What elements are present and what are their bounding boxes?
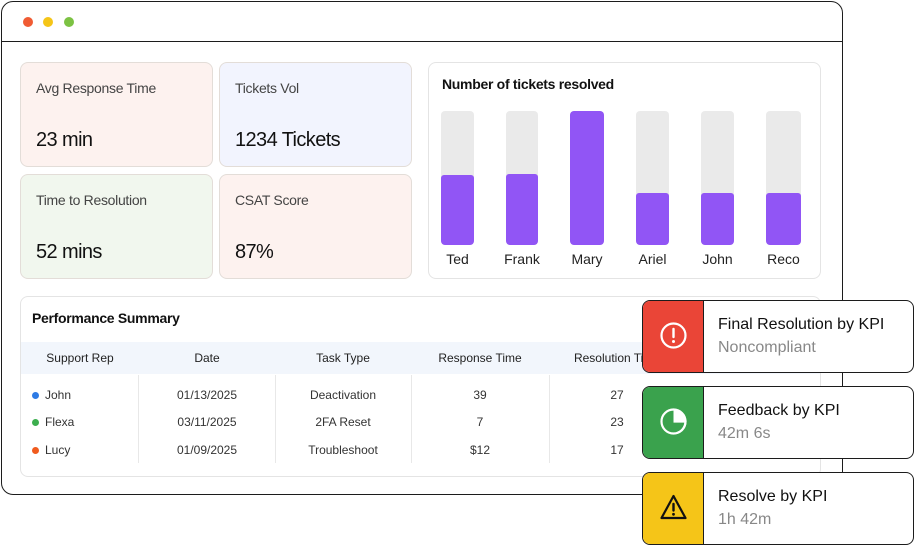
cell-date: 01/13/2025: [176, 388, 238, 402]
column-header-date[interactable]: Date: [194, 351, 220, 365]
kpi-value: 87%: [235, 241, 274, 263]
cell-response-time: $12: [469, 443, 491, 457]
bar-reco[interactable]: [766, 111, 801, 245]
column-divider: [275, 375, 276, 463]
cell-task-type: Troubleshoot: [308, 443, 378, 457]
bar-label-frank: Frank: [504, 251, 540, 267]
chart-title: Number of tickets resolved: [442, 76, 614, 92]
cell-date: 03/11/2025: [177, 415, 237, 429]
cell-response-time: 7: [476, 415, 484, 429]
bar-label-reco: Reco: [767, 251, 800, 267]
notification-subtitle: 42m 6s: [718, 425, 771, 442]
kpi-card-avg-response-time: Avg Response Time 23 min: [20, 62, 213, 167]
kpi-card-time-to-resolution: Time to Resolution 52 mins: [20, 174, 213, 279]
status-dot: [32, 392, 39, 399]
cell-task-type: Deactivation: [309, 388, 377, 402]
bar-mary[interactable]: [570, 111, 604, 245]
cell-support-rep: Flexa: [45, 415, 75, 429]
column-divider: [138, 375, 139, 463]
column-header-support-rep[interactable]: Support Rep: [46, 351, 114, 365]
title-bar: [2, 2, 842, 42]
notification-title: Resolve by KPI: [718, 488, 828, 505]
notification-subtitle: 1h 42m: [718, 511, 772, 528]
bar-fill-ariel: [636, 192, 669, 245]
maximize-window-button[interactable]: [64, 17, 74, 27]
minimize-window-button[interactable]: [43, 17, 53, 27]
bar-fill-frank: [506, 173, 538, 245]
kpi-card-csat-score: CSAT Score 87%: [219, 174, 412, 279]
column-header-response-time[interactable]: Response Time: [438, 351, 522, 365]
notification-title: Feedback by KPI: [718, 402, 840, 419]
tickets-resolved-chart: Number of tickets resolved Ted Frank Mary A…: [428, 62, 821, 279]
cell-response-time: 39: [473, 388, 487, 402]
kpi-value: 1234 Tickets: [235, 129, 341, 151]
notification-feedback[interactable]: Feedback by KPI 42m 6s: [642, 386, 914, 459]
kpi-label: Avg Response Time: [36, 80, 156, 96]
kpi-label: Time to Resolution: [36, 192, 147, 208]
table-title: Performance Summary: [32, 310, 180, 326]
status-dot: [32, 419, 39, 426]
pie-chart-icon: [660, 408, 687, 435]
bar-fill-john: [701, 192, 734, 245]
bar-ted[interactable]: [441, 111, 474, 245]
notification-badge: [643, 473, 704, 544]
cell-support-rep: Lucy: [45, 443, 71, 457]
notification-subtitle: Noncompliant: [718, 339, 816, 356]
bar-ariel[interactable]: [636, 111, 669, 245]
kpi-value: 52 mins: [36, 241, 102, 263]
bar-label-ted: Ted: [446, 251, 469, 267]
notification-final-resolution[interactable]: Final Resolution by KPI Noncompliant: [642, 300, 914, 373]
bar-label-mary: Mary: [571, 251, 603, 267]
column-header-task-type[interactable]: Task Type: [316, 351, 370, 365]
bar-frank[interactable]: [506, 111, 538, 245]
cell-resolution-time: 27: [610, 388, 624, 402]
column-header-resolution-time[interactable]: Resolution Time: [573, 351, 661, 365]
kpi-label: CSAT Score: [235, 192, 309, 208]
close-window-button[interactable]: [23, 17, 33, 27]
kpi-label: Tickets Vol: [235, 80, 299, 96]
status-dot: [32, 447, 39, 454]
bar-label-ariel: Ariel: [638, 251, 667, 267]
cell-support-rep: John: [45, 388, 72, 402]
cell-resolution-time: 17: [610, 443, 624, 457]
alert-circle-icon: [660, 322, 687, 349]
column-divider: [549, 375, 550, 463]
kpi-card-tickets-vol: Tickets Vol 1234 Tickets: [219, 62, 412, 167]
cell-date: 01/09/2025: [176, 443, 238, 457]
bar-fill-ted: [441, 175, 474, 245]
column-divider: [411, 375, 412, 463]
cell-task-type: 2FA Reset: [315, 415, 371, 429]
cell-resolution-time: 23: [610, 415, 624, 429]
bar-fill-mary: [570, 111, 604, 245]
kpi-value: 23 min: [36, 129, 93, 151]
bar-john[interactable]: [701, 111, 734, 245]
notification-badge: [643, 387, 704, 458]
bar-label-john: John: [702, 251, 733, 267]
bar-fill-reco: [766, 192, 801, 245]
notification-badge: [643, 301, 704, 372]
notification-resolve[interactable]: Resolve by KPI 1h 42m: [642, 472, 914, 545]
warning-triangle-icon: [660, 494, 687, 520]
notification-title: Final Resolution by KPI: [718, 316, 885, 333]
